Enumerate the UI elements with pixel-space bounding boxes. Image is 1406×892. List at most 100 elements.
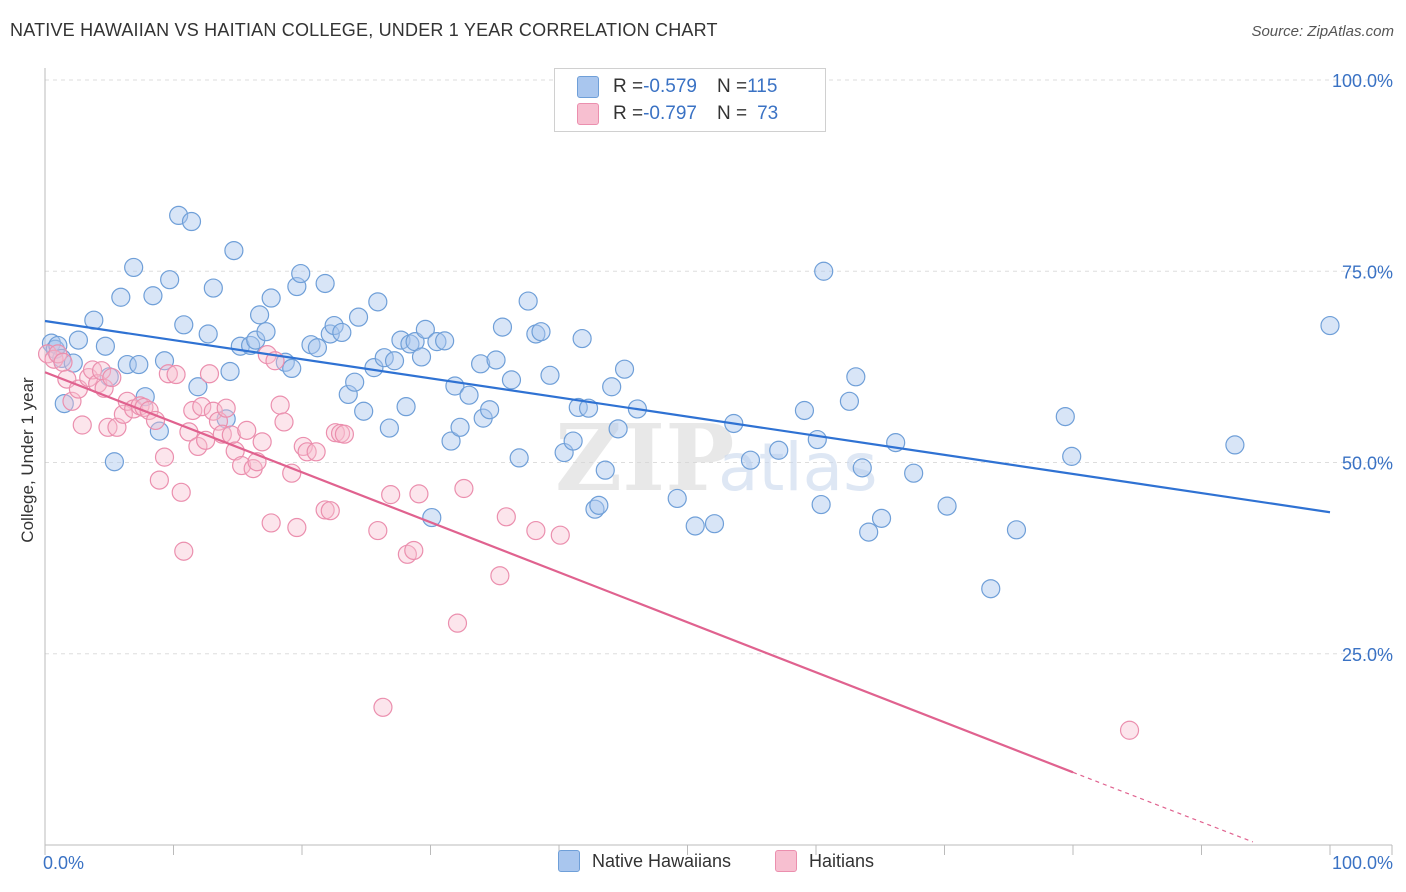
gridlines [45,79,1392,655]
haitian-point [490,566,510,586]
native-hawaiian-point [459,385,479,405]
native-hawaiian-point [338,384,358,405]
haitian-point [232,455,252,476]
native-hawaiian-point [839,391,860,411]
haitian-point [496,507,516,527]
native-hawaiian-point [282,358,302,379]
haitian-point [274,412,294,432]
haitian-point [149,470,169,490]
haitian-point [315,500,335,520]
r-label: R = [613,103,644,124]
native-hawaiian-point [68,330,89,350]
native-hawaiian-point [291,263,311,284]
native-hawaiian-point [602,377,622,397]
native-hawaiian-point [415,319,435,339]
n-value: 73 [757,103,779,124]
native-hawaiian-point [354,401,374,421]
r-value: -0.797 [643,103,697,124]
native-hawaiian-point [368,292,388,312]
native-hawaiian-point [450,417,470,437]
native-hawaiian-point [811,494,831,515]
legend-row-native-hawaiians: R = -0.579 N = 115 [577,74,777,100]
haitian-point [526,520,546,541]
x-tick-label-max: 100.0% [1332,853,1393,873]
native-hawaiian-point [348,307,369,327]
haitian-point [306,442,326,462]
native-hawaiian-point [871,508,892,528]
native-hawaiian-point [332,322,352,343]
haitians-trend-extension [1072,771,1254,843]
native-hawaiian-point [769,440,789,460]
r-label: R = [613,76,644,97]
legend-item-native-hawaiians[interactable]: Native Hawaiians [558,850,731,872]
haitian-point [37,344,58,364]
haitian-point [192,397,212,417]
haitian-point [62,391,82,411]
native-hawaiian-point [608,419,628,439]
native-hawaiian-point [981,579,1001,599]
native-hawaiian-point [807,429,827,450]
trend-lines [44,319,1331,843]
native-hawaiian-point [585,499,605,519]
native-hawaiian-point [54,393,74,414]
native-hawaiian-point [111,287,131,307]
native-hawaiian-point [492,317,513,337]
native-hawaiian-point [471,354,491,374]
native-hawaiian-point [124,257,144,278]
haitian-point [216,398,236,418]
tick-labels: 25.0% 50.0% 75.0% 100.0% 0.0% 100.0% [43,71,1393,873]
haitian-point [171,482,191,502]
haitian-point [166,364,186,385]
native-hawaiian-point [1055,407,1075,427]
native-hawaiian-point [501,370,522,390]
native-hawaiians-trend-line [44,319,1331,514]
r-value: -0.579 [643,76,697,97]
native-hawaiian-point [531,322,551,342]
haitian-point [102,367,122,388]
native-hawaiian-point [740,450,761,470]
watermark-zip: ZIP [555,404,734,512]
haitian-point [287,517,307,538]
native-hawaiian-point [174,315,194,335]
haitian-point [320,501,340,521]
native-hawaiian-point [143,286,163,306]
native-hawaiian-point [104,452,124,472]
native-hawaiian-point [315,273,335,294]
haitian-point [550,525,570,545]
pink-swatch [775,850,797,872]
haitian-point [454,478,474,499]
y-tick-label: 100.0% [1332,71,1393,91]
native-hawaiian-point [261,288,281,308]
native-hawaiian-point [563,431,583,451]
native-hawaiian-point [188,377,208,397]
native-hawaiian-point [852,458,872,478]
native-hawaiian-point [486,350,506,370]
native-hawaiian-point [667,488,687,509]
native-hawaiian-point [685,516,705,536]
native-hawaiian-point [589,495,609,515]
native-hawaiian-point [1006,520,1027,540]
chart-title: NATIVE HAWAIIAN VS HAITIAN COLLEGE, UNDE… [10,20,718,40]
native-hawaiian-point [384,351,405,371]
native-hawaiian-point [181,211,202,232]
legend-item-haitians[interactable]: Haitians [775,850,874,872]
native-hawaiian-point [198,324,218,344]
source-label: Source: ZipAtlas.com [1251,23,1394,40]
native-hawaiian-point [224,240,244,261]
native-hawaiian-point [1320,315,1340,336]
haitian-point [373,697,393,717]
haitian-point [447,613,468,633]
native-hawaiian-point [937,496,957,516]
haitian-point [72,415,92,435]
native-hawaiian-point [814,261,834,281]
legend-row-haitians: R = -0.797 N = 73 [577,101,778,127]
pink-swatch [577,103,599,125]
haitian-point [409,484,429,504]
haitian-point [270,395,290,415]
native-hawaiian-point [95,336,115,356]
blue-swatch [577,76,599,98]
native-hawaiian-point [435,331,455,351]
native-hawaiian-point [117,354,137,375]
native-hawaiian-point [509,448,529,468]
